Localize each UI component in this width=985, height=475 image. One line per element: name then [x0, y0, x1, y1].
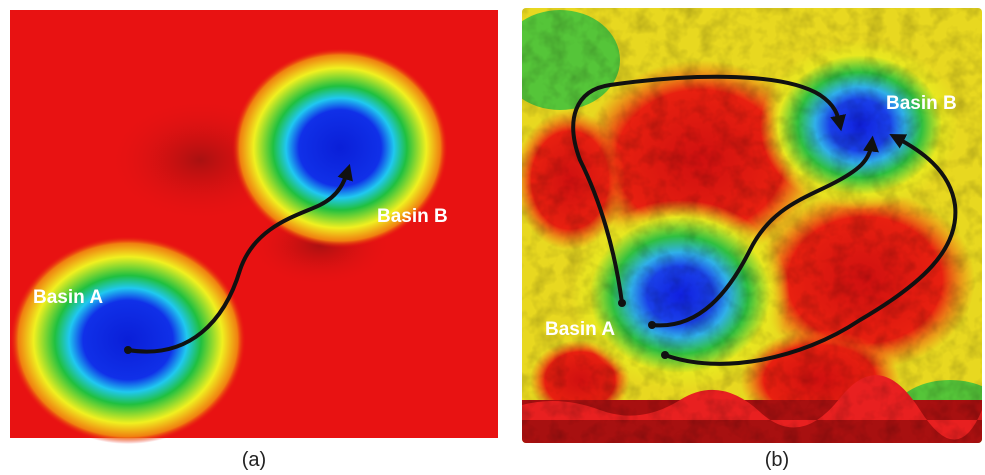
basin-label: Basin B	[377, 206, 448, 227]
panel-label: (b)	[765, 449, 789, 471]
basin-label: Basin B	[886, 93, 957, 114]
basin-label: Basin A	[33, 287, 103, 308]
figure: Basin A Basin B (a) Basin A Basin B (b)	[0, 0, 985, 475]
panel-a: Basin A Basin B (a)	[10, 10, 498, 471]
panel-b: Basin A Basin B	[500, 8, 985, 460]
basin-label: Basin A	[545, 319, 615, 340]
panel-label: (a)	[242, 449, 266, 471]
